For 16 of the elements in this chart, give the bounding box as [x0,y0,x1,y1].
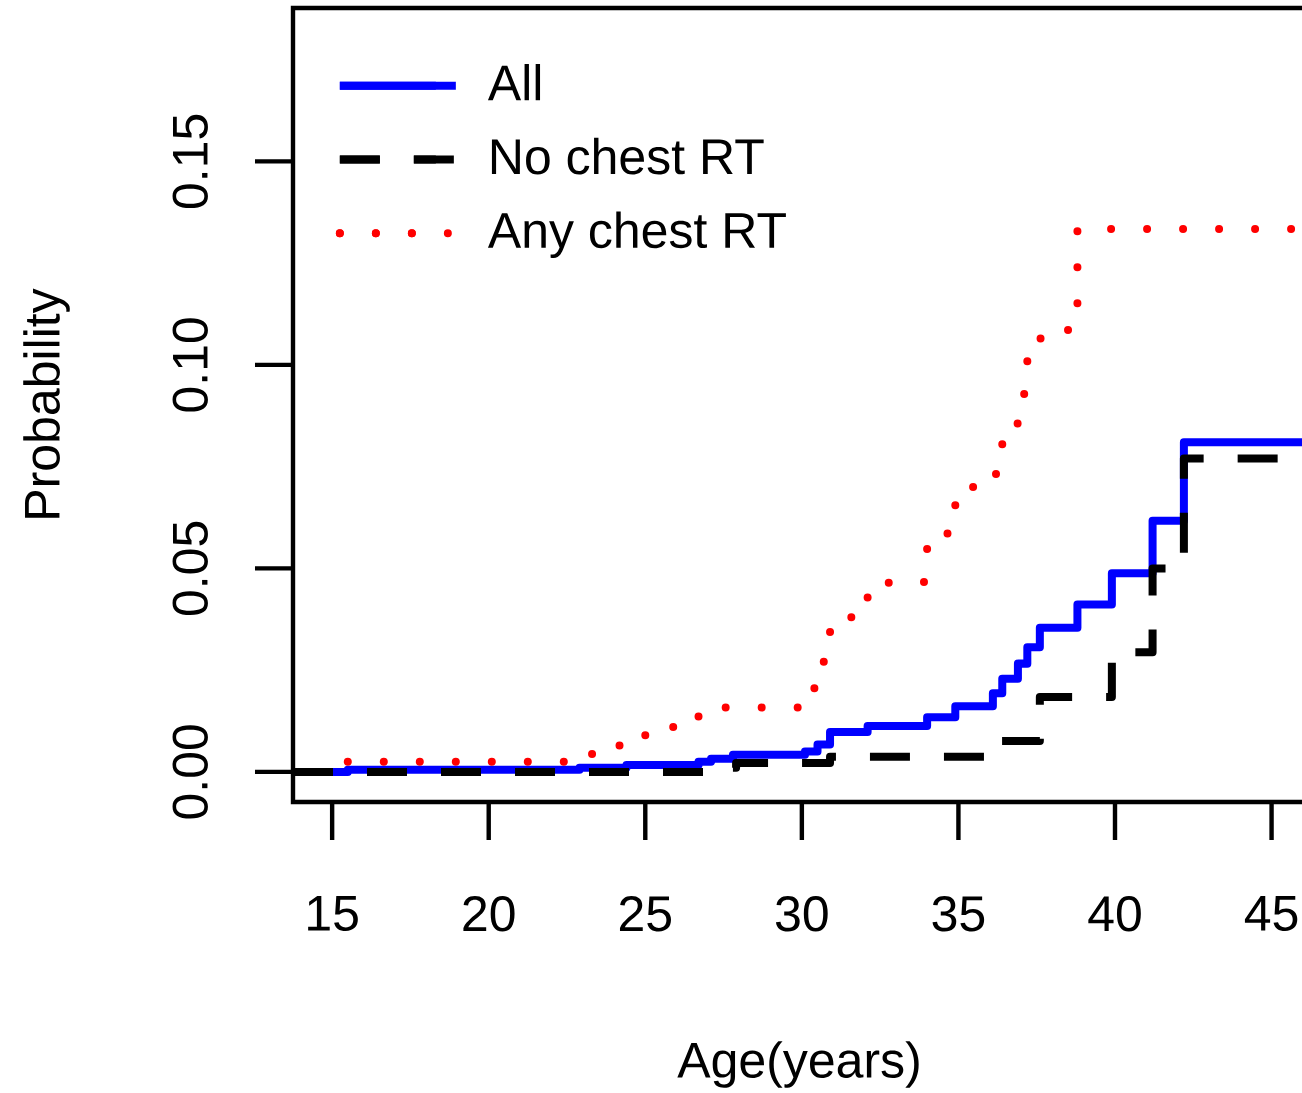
x-axis-title: Age(years) [677,1041,919,1088]
y-tick-label: 0.15 [172,114,208,209]
x-tick-label: 35 [932,896,985,932]
legend-label: All [487,64,541,101]
y-tick-label: 0.05 [172,521,208,616]
x-tick-label: 25 [619,896,671,932]
y-axis-title: Probability [23,288,70,518]
x-tick-label: 45 [1244,896,1298,931]
x-tick-label: 20 [463,896,515,932]
y-tick-label: 0.00 [172,725,208,819]
legend-label: No chest RT [491,137,764,175]
y-tick-label: 0.10 [172,318,208,412]
legend-label: Any chest RT [487,211,786,259]
x-tick-label: 15 [308,896,358,931]
x-tick-label: 30 [775,896,828,932]
x-tick-label: 40 [1088,896,1141,932]
